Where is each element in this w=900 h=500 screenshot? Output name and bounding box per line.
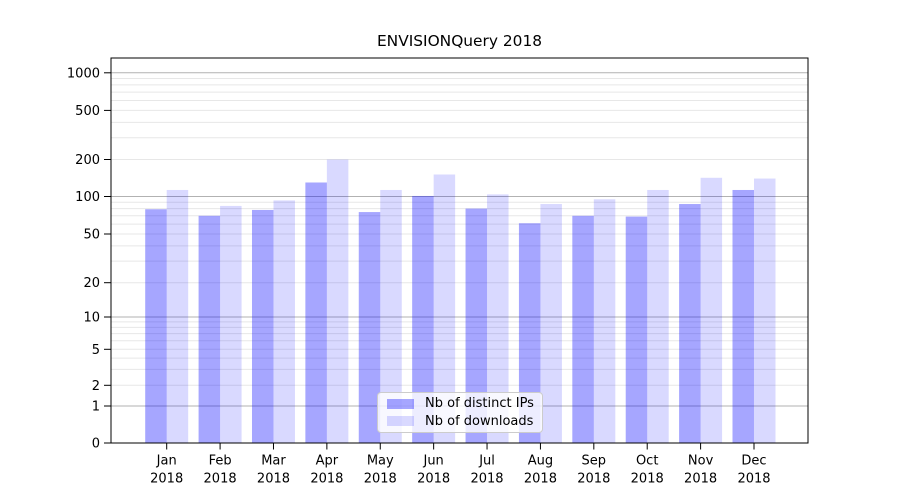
legend-swatch-distinct-ips <box>387 398 414 409</box>
legend-label-downloads: Nb of downloads <box>425 413 534 429</box>
bar-distinct-ips-jul <box>465 208 488 443</box>
bars <box>145 159 776 444</box>
x-tick-label-year-oct: 2018 <box>631 472 664 487</box>
y-tick-label-20: 20 <box>83 276 100 291</box>
x-tick-label-year-jul: 2018 <box>470 472 503 487</box>
y-tick-label-5: 5 <box>92 343 100 358</box>
x-tick-label-year-sep: 2018 <box>577 472 610 487</box>
bar-downloads-jan <box>166 189 189 443</box>
bar-downloads-nov <box>700 177 723 443</box>
x-tick-label-month-dec: Dec <box>741 454 766 469</box>
x-axis: Jan 2018 Feb 2018 Mar 2018 Apr 2018 May 2018 Jun 20… <box>150 443 771 487</box>
legend-item-distinct-ips: Nb of distinct IPs <box>378 397 542 410</box>
legend-label-distinct-ips: Nb of distinct IPs <box>425 396 534 412</box>
bar-downloads-jun <box>433 174 456 443</box>
x-tick-label-year-jan: 2018 <box>150 472 183 487</box>
bar-distinct-ips-jun <box>412 195 434 443</box>
bar-distinct-ips-nov <box>679 204 701 443</box>
bar-distinct-ips-dec <box>732 189 754 443</box>
x-tick-label-year-mar: 2018 <box>257 472 290 487</box>
bar-downloads-feb <box>220 205 242 443</box>
x-tick-label-year-feb: 2018 <box>204 472 237 487</box>
x-tick-label-month-feb: Feb <box>209 454 232 469</box>
y-tick-label-0: 0 <box>92 437 100 452</box>
x-tick-label-year-may: 2018 <box>364 472 397 487</box>
bar-downloads-may <box>380 189 402 443</box>
bar-distinct-ips-apr <box>305 182 327 444</box>
bar-distinct-ips-jan <box>145 209 167 443</box>
bar-distinct-ips-may <box>358 212 381 443</box>
bar-downloads-sep <box>593 199 616 443</box>
x-tick-label-month-jul: Jul <box>478 454 495 469</box>
chart-title: ENVISIONQuery 2018 <box>376 32 543 50</box>
bar-downloads-mar <box>273 200 295 443</box>
x-tick-label-month-jun: Jun <box>422 454 443 469</box>
bar-downloads-dec <box>753 178 776 444</box>
bar-distinct-ips-sep <box>572 215 594 443</box>
x-tick-label-year-apr: 2018 <box>310 472 343 487</box>
plot-frame <box>110 57 809 444</box>
x-tick-label-month-oct: Oct <box>636 454 658 469</box>
legend-item-downloads: Nb of downloads <box>378 415 542 428</box>
x-tick-label-year-dec: 2018 <box>737 472 770 487</box>
y-tick-label-100: 100 <box>75 190 100 205</box>
y-tick-label-10: 10 <box>83 311 100 326</box>
legend-swatch-downloads <box>387 416 414 427</box>
bar-distinct-ips-feb <box>198 215 221 443</box>
x-tick-label-month-apr: Apr <box>316 454 339 469</box>
x-tick-label-month-nov: Nov <box>688 454 714 469</box>
x-tick-label-month-mar: Mar <box>261 454 286 469</box>
bar-downloads-oct <box>647 189 669 443</box>
gridlines <box>111 72 808 407</box>
bar-downloads-jul <box>487 194 509 443</box>
bar-distinct-ips-oct <box>625 216 648 443</box>
y-tick-label-2: 2 <box>92 379 100 394</box>
bar-downloads-aug <box>540 204 562 443</box>
x-tick-label-month-aug: Aug <box>528 454 553 469</box>
bar-distinct-ips-aug <box>518 223 541 443</box>
y-tick-label-1: 1 <box>92 400 100 415</box>
x-tick-label-month-sep: Sep <box>582 454 607 469</box>
y-tick-label-1000: 1000 <box>67 66 100 81</box>
y-tick-label-200: 200 <box>75 153 100 168</box>
y-tick-label-50: 50 <box>83 228 100 243</box>
x-tick-label-year-aug: 2018 <box>524 472 557 487</box>
x-tick-label-month-jan: Jan <box>156 454 177 469</box>
bar-downloads-apr <box>326 159 349 443</box>
legend: Nb of distinct IPs Nb of downloads <box>377 392 543 433</box>
x-tick-label-year-jun: 2018 <box>417 472 450 487</box>
x-tick-label-year-nov: 2018 <box>684 472 717 487</box>
x-tick-label-month-may: May <box>367 454 394 469</box>
y-tick-label-500: 500 <box>75 104 100 119</box>
y-axis: 0 1 2 5 10 20 50 100 200 500 1000 <box>67 66 111 452</box>
bar-distinct-ips-mar <box>251 209 274 443</box>
